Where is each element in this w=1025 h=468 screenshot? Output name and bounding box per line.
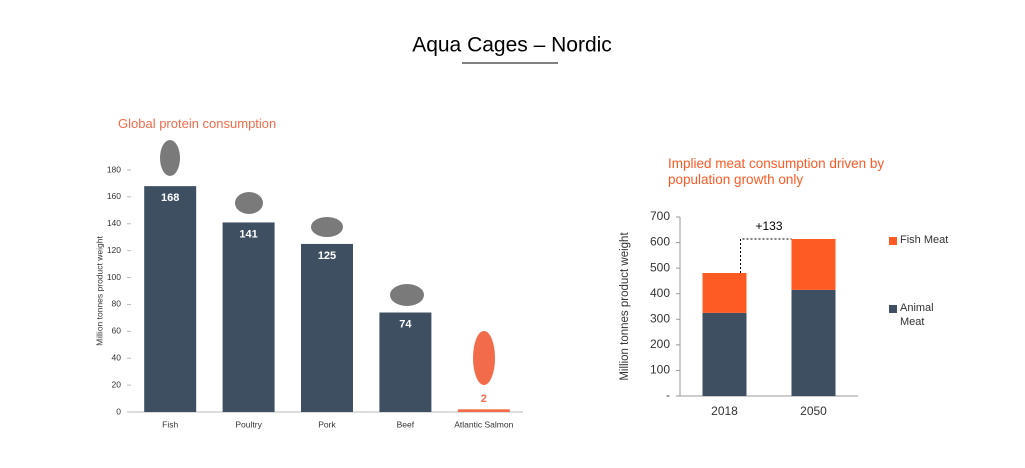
y-tick-label: 160 — [107, 191, 121, 201]
page-title: Aqua Cages – Nordic — [412, 34, 612, 57]
icons — [160, 140, 495, 385]
x-tick-label: Atlantic Salmon — [454, 419, 513, 429]
legend-label: Fish Meat — [900, 234, 949, 246]
x-tick-label: 2050 — [800, 404, 827, 418]
y-tick-label: 500 — [650, 260, 670, 274]
y-tick-label: 140 — [107, 218, 121, 228]
y-tick-label: 400 — [650, 286, 670, 300]
value-label: 74 — [399, 318, 412, 330]
chart-title: Global protein consumption — [118, 116, 277, 131]
annotation-bracket — [740, 238, 792, 274]
bar — [457, 409, 510, 412]
poultry-icon — [235, 192, 263, 214]
annotation: +133 — [755, 219, 782, 233]
x-tick-label: 2018 — [711, 404, 738, 418]
value-label: 141 — [239, 228, 257, 240]
y-tick-label: 20 — [112, 379, 122, 389]
y-tick-label: 100 — [107, 272, 121, 282]
y-tick-label: 200 — [650, 337, 670, 351]
bar-segment — [702, 273, 747, 313]
y-tick-label: 100 — [650, 363, 670, 377]
y-tick-label: 120 — [107, 245, 121, 255]
y-tick-label: 600 — [650, 235, 670, 249]
value-label: 125 — [318, 250, 336, 262]
x-tick-label: Poultry — [235, 419, 262, 429]
bar — [379, 312, 432, 412]
chart-title: Implied meat consumption driven by popul… — [668, 156, 885, 187]
bar — [222, 222, 275, 412]
x-tick-label: Pork — [318, 419, 336, 429]
value-label: 168 — [161, 192, 179, 204]
bar-segment — [791, 289, 836, 396]
value-label: 2 — [481, 393, 487, 405]
bar — [301, 243, 353, 412]
x-tick-label: Beef — [397, 419, 415, 429]
y-tick-label: 700 — [650, 209, 670, 223]
y-axis-label: Million tonnes product weight — [94, 236, 104, 346]
legend-label: Animal Meat — [900, 302, 934, 328]
pork-icon — [311, 217, 343, 237]
salmon-icon — [473, 331, 495, 385]
legend-swatch — [889, 305, 897, 313]
y-tick-label: 40 — [112, 352, 122, 362]
x-tick-label: Fish — [162, 419, 178, 429]
y-tick-label: 180 — [107, 164, 121, 174]
y-tick-label: 60 — [112, 326, 122, 336]
fish-icon — [160, 140, 180, 176]
bar-segment — [702, 312, 747, 396]
y-axis-label: Million tonnes product weight — [619, 232, 631, 381]
y-tick-label: - — [666, 388, 670, 402]
y-tick-label: 0 — [116, 406, 121, 416]
bar-segment — [791, 238, 836, 290]
y-tick-label: 80 — [112, 299, 122, 309]
bar — [144, 186, 197, 412]
legend-swatch — [889, 237, 897, 245]
y-tick-label: 300 — [650, 311, 670, 325]
beef-icon — [390, 284, 424, 306]
